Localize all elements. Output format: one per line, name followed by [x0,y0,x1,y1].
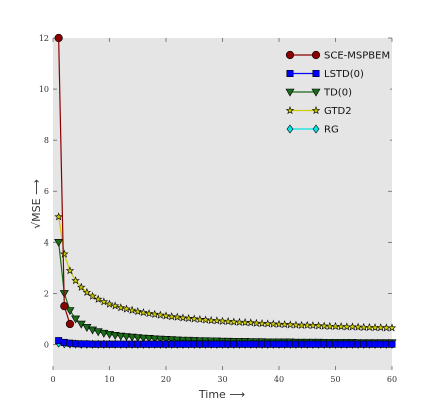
point-GTD2-1 [60,249,69,258]
y-tick-label-4: 8 [44,136,49,145]
point-TD(0)-11 [116,332,126,341]
point-GTD2-19 [161,311,171,320]
point-GTD2-22 [178,313,188,322]
point-GTD2-25 [195,314,205,324]
legend-marker-a-1 [286,70,294,78]
point-TD(0)-15 [138,334,148,343]
point-GTD2-21 [173,312,182,321]
x-tick-label-2: 20 [161,375,171,384]
x-tick-label-0: 0 [50,375,55,384]
point-GTD2-7 [93,294,103,303]
point-TD(0)-17 [150,335,160,344]
legend-marker-b-0 [311,50,321,60]
series-SCE-MSPBEM [54,33,75,329]
legend-marker-b-1 [312,70,320,78]
legend-marker-a-4 [286,124,294,134]
point-GTD2-26 [201,315,210,324]
point-GTD2-6 [88,291,97,300]
point-TD(0)-13 [127,333,137,342]
series-GTD2 [54,212,397,332]
x-tick-label-5: 50 [330,375,340,384]
point-GTD2-10 [110,301,120,310]
point-GTD2-3 [71,276,80,285]
legend-marker-b-2 [311,88,321,97]
x-tick-label-6: 60 [387,375,397,384]
point-GTD2-23 [184,313,193,323]
point-GTD2-12 [122,304,131,313]
legend-label-4: RG [324,125,339,136]
y-tick-label-1: 2 [44,289,49,298]
x-tick-label-4: 40 [274,375,284,384]
legend-marker-b-4 [312,124,320,134]
legend-marker-a-3 [285,106,295,115]
point-GTD2-18 [156,310,165,319]
y-tick-label-5: 10 [39,85,49,94]
point-TD(0)-3 [71,315,81,324]
point-GTD2-15 [139,308,148,317]
point-SCE-MSPBEM-0 [54,33,63,43]
point-GTD2-24 [190,314,199,323]
y-tick-label-3: 6 [44,187,49,196]
point-SCE-MSPBEM-2 [65,319,75,329]
point-GTD2-17 [150,309,159,318]
legend: SCE-MSPBEM LSTD(0) TD(0) GTD2 RG [284,43,390,155]
series-layer [54,33,397,349]
point-GTD2-0 [54,212,63,221]
legend-box [284,43,390,155]
point-LSTD(0)-59 [388,340,396,348]
point-GTD2-14 [133,307,142,316]
point-GTD2-9 [105,299,114,308]
point-GTD2-16 [144,309,154,318]
point-GTD2-5 [82,287,92,296]
point-GTD2-2 [65,266,75,275]
point-GTD2-34 [246,318,255,327]
x-axis-label: Time ⟶ [198,388,245,401]
legend-label-0: SCE-MSPBEM [324,51,390,62]
series-LSTD(0) [55,337,396,348]
y-tick-label-6: 12 [39,34,49,43]
point-TD(0)-2 [65,307,75,316]
point-TD(0)-0 [54,239,64,247]
y-tick-label-2: 4 [44,238,49,247]
legend-marker-a-2 [285,88,295,97]
y-tick-label-0: 0 [44,340,49,349]
point-TD(0)-18 [155,335,165,344]
point-TD(0)-16 [144,335,154,343]
axes: 0 10 20 30 40 50 60 0 2 4 6 8 10 12 [39,34,397,384]
point-GTD2-20 [167,312,176,321]
point-GTD2-8 [99,297,109,306]
point-GTD2-59 [387,323,397,332]
point-GTD2-4 [77,282,86,291]
point-TD(0)-14 [133,334,143,343]
y-axis-label: √MSE ⟶ [30,179,43,229]
legend-marker-a-0 [285,50,295,60]
point-SCE-MSPBEM-1 [60,302,69,311]
x-tick-label-3: 30 [217,375,227,384]
legend-label-3: GTD2 [324,106,352,117]
point-GTD2-11 [116,303,126,312]
legend-label-1: LSTD(0) [324,69,364,80]
point-TD(0)-12 [121,333,131,342]
legend-label-2: TD(0) [323,88,352,99]
x-tick-label-1: 10 [104,375,114,384]
point-GTD2-30 [223,317,233,326]
point-GTD2-13 [127,305,137,314]
point-GTD2-28 [212,316,222,325]
legend-marker-b-3 [311,106,321,115]
